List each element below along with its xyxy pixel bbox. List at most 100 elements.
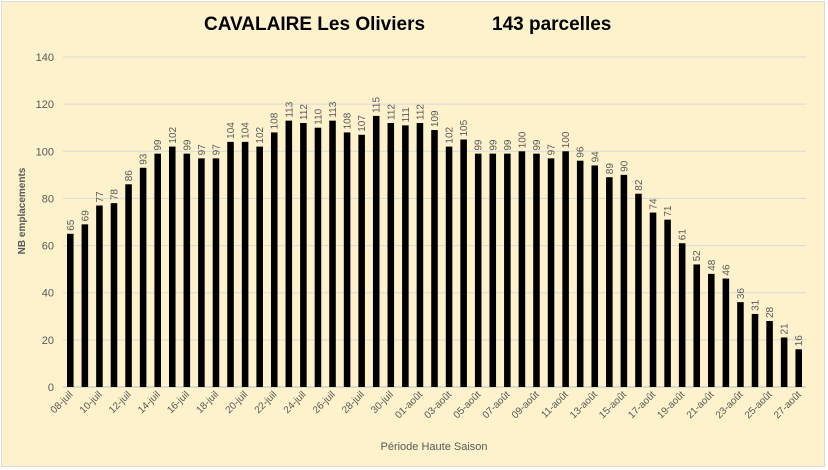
bar-value-label: 109 (430, 110, 441, 127)
bar (212, 158, 220, 387)
bar (780, 337, 788, 387)
x-tick-label: 07-août (481, 389, 513, 421)
x-tick-label: 26-juil (311, 389, 338, 416)
bar (300, 123, 307, 387)
bar-value-label: 112 (386, 104, 397, 120)
bar-value-label: 78 (109, 189, 120, 201)
bar (504, 153, 511, 387)
bar (489, 153, 497, 387)
bar-value-label: 112 (299, 104, 310, 120)
bar (168, 146, 176, 387)
bar-value-label: 110 (313, 108, 324, 124)
bar-value-label: 48 (707, 259, 718, 271)
bar-value-label: 36 (736, 288, 747, 300)
bar (737, 302, 744, 387)
bar (460, 139, 467, 387)
bar (81, 224, 89, 387)
bar (722, 278, 730, 387)
bar (241, 141, 249, 387)
bar (431, 130, 438, 388)
bar (343, 132, 351, 387)
bar-value-label: 93 (139, 153, 150, 165)
x-tick-label: 24-juil (282, 389, 309, 416)
chart-title-row: CAVALAIRE Les Oliviers 143 parcelles (0, 14, 824, 42)
bar (635, 193, 642, 387)
bar-value-label: 99 (153, 139, 164, 151)
bar (227, 141, 234, 387)
x-tick-label: 23-août (714, 389, 746, 421)
x-tick-label: 19-août (656, 389, 688, 421)
bar (154, 153, 161, 387)
x-tick-label: 27-août (772, 389, 804, 421)
bar-value-label: 90 (619, 160, 630, 172)
bar-value-label: 97 (547, 144, 558, 156)
bar (678, 243, 686, 387)
y-tick-label: 40 (42, 288, 54, 300)
bar (766, 321, 773, 387)
bar-value-label: 96 (576, 146, 587, 158)
bar-value-label: 77 (95, 191, 106, 203)
bar-value-label: 89 (605, 163, 616, 175)
bar (576, 160, 584, 387)
x-tick-label: 14-juil (136, 389, 163, 416)
bar-value-label: 102 (168, 126, 179, 143)
bars (67, 115, 802, 388)
bar-value-label: 61 (678, 229, 689, 241)
bar (198, 158, 205, 387)
x-tick-label: 09-août (510, 389, 542, 421)
bar (402, 125, 409, 387)
x-tick-label: 30-juil (369, 389, 396, 416)
y-tick-label: 0 (48, 382, 54, 394)
bar-value-label: 82 (634, 179, 645, 191)
bar (751, 313, 759, 387)
bar (649, 212, 657, 387)
bar-value-label: 100 (517, 131, 528, 148)
bar-value-label: 71 (663, 205, 674, 217)
x-tick-label: 17-août (626, 389, 658, 421)
bar (620, 174, 628, 387)
bar-value-label: 99 (532, 139, 543, 151)
bar (96, 205, 103, 387)
bar-value-label: 105 (459, 119, 470, 136)
y-tick-label: 140 (36, 52, 54, 64)
x-tick-label: 15-août (597, 389, 629, 421)
bar (547, 158, 555, 387)
bar (795, 349, 802, 387)
bar (518, 151, 526, 387)
y-tick-label: 20 (42, 335, 54, 347)
x-tick-label: 12-juil (107, 389, 134, 416)
bar-value-label: 102 (255, 126, 266, 143)
bar (183, 153, 191, 387)
bar-value-label: 113 (284, 101, 295, 117)
y-tick-label: 80 (42, 193, 54, 205)
bar (474, 153, 482, 387)
bar-value-label: 28 (765, 306, 776, 318)
bar-value-label: 94 (590, 151, 601, 163)
bar (387, 123, 395, 387)
bar-value-label: 52 (692, 250, 703, 262)
bar-value-label: 16 (794, 335, 805, 347)
bar (270, 132, 278, 387)
chart-subtitle: 143 parcelles (492, 14, 612, 35)
bar (67, 233, 74, 387)
x-tick-label: 20-juil (224, 389, 251, 416)
bar-value-label: 115 (372, 97, 383, 113)
bar (693, 264, 701, 387)
bar-value-label: 97 (197, 144, 208, 156)
x-axis-ticks: 08-juil 10-juil 12-juil 14-juil 16-juil 18-ju… (49, 389, 804, 421)
y-tick-label: 60 (42, 241, 54, 253)
bar (256, 146, 263, 387)
bar (664, 219, 671, 387)
x-tick-label: 25-août (743, 389, 775, 421)
bar-value-label: 113 (328, 101, 339, 117)
bar-value-label: 112 (415, 104, 426, 120)
bar-value-label: 108 (270, 112, 281, 129)
bar (314, 127, 322, 387)
bar-value-label: 69 (80, 210, 91, 222)
y-axis-ticks: 0 20 40 60 80 100 120 140 (36, 52, 54, 394)
x-tick-label: 01-août (393, 389, 425, 421)
bar (445, 146, 453, 387)
bar-value-label: 99 (474, 139, 485, 151)
